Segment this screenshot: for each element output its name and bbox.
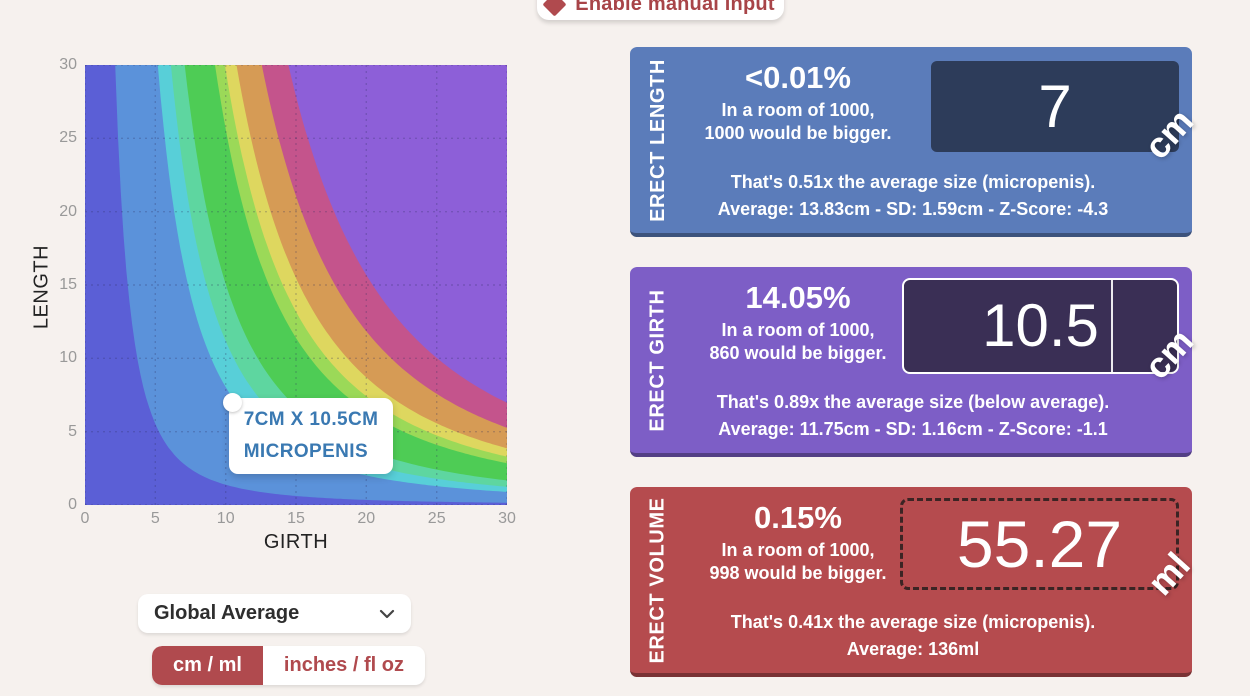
chevron-down-icon <box>379 609 395 618</box>
card-stats: That's 0.51x the average size (micropeni… <box>650 169 1176 223</box>
chart-tooltip: 7CM X 10.5CM MICROPENIS <box>228 398 394 475</box>
stats-line-2: Average: 11.75cm - SD: 1.16cm - Z-Score:… <box>718 419 1108 439</box>
contour-bands <box>85 65 507 505</box>
length-input[interactable]: 7 <box>931 61 1179 152</box>
percentile-block: <0.01% In a room of 1000, 1000 would be … <box>688 60 908 145</box>
enable-manual-input-button[interactable]: Enable manual input <box>537 0 784 20</box>
stats-line-1: That's 0.51x the average size (micropeni… <box>730 172 1096 192</box>
room-line-2: 1000 would be bigger. <box>704 123 892 143</box>
erect-volume-card: ERECT VOLUME 0.15% In a room of 1000, 99… <box>630 487 1198 677</box>
card-stats: That's 0.89x the average size (below ave… <box>650 389 1176 443</box>
room-line-2: 860 would be bigger. <box>709 343 887 363</box>
tooltip-size-text: 7CM X 10.5CM <box>243 409 379 431</box>
girth-value: 10.5 <box>982 292 1099 359</box>
y-tick-label: 20 <box>59 202 77 220</box>
dataset-select[interactable]: Global Average <box>138 594 411 633</box>
y-tick-label: 15 <box>59 276 77 293</box>
room-line-1: In a room of 1000, <box>721 540 875 560</box>
card-stats: That's 0.41x the average size (micropeni… <box>650 609 1176 663</box>
x-tick-label: 15 <box>287 510 305 527</box>
x-tick-label: 20 <box>357 510 376 527</box>
room-line-2: 998 would be bigger. <box>709 563 887 583</box>
percentile-block: 14.05% In a room of 1000, 860 would be b… <box>688 280 908 365</box>
stats-line-2: Average: 136ml <box>846 639 980 659</box>
x-tick-label: 25 <box>427 510 446 527</box>
y-tick-label: 25 <box>59 129 77 147</box>
x-tick-label: 10 <box>216 510 235 527</box>
girth-input[interactable]: 10.5 <box>902 278 1179 374</box>
room-line-1: In a room of 1000, <box>721 320 875 340</box>
x-tick-label: 5 <box>150 510 160 527</box>
volume-readout: 55.27 <box>900 498 1179 590</box>
percentile-value: 14.05% <box>745 280 851 315</box>
enable-manual-input-label: Enable manual input <box>575 0 775 15</box>
unit-toggle: cm / ml inches / fl oz <box>152 646 425 685</box>
room-line-1: In a room of 1000, <box>721 100 875 120</box>
tooltip-category-text: MICROPENIS <box>243 441 369 463</box>
x-tick-label: 0 <box>80 510 90 527</box>
erect-length-card: ERECT LENGTH <0.01% In a room of 1000, 1… <box>630 47 1201 237</box>
percentile-block: 0.15% In a room of 1000, 998 would be bi… <box>688 500 908 585</box>
x-tick-label: 30 <box>498 510 516 527</box>
y-tick-label: 30 <box>59 56 77 73</box>
length-girth-contour-chart[interactable]: 0 5 10 15 20 25 30 0 5 10 15 20 25 30 GIRTH LENGTH 7… <box>31 56 516 553</box>
stats-line-1: That's 0.89x the average size (below ave… <box>716 392 1110 412</box>
y-axis-label: LENGTH <box>30 244 53 330</box>
percentile-value: <0.01% <box>744 60 851 95</box>
diamond-arrow-icon <box>542 0 567 17</box>
y-tick-label: 5 <box>68 422 77 440</box>
stats-line-2: Average: 13.83cm - SD: 1.59cm - Z-Score:… <box>717 199 1109 219</box>
unit-toggle-inches-floz[interactable]: inches / fl oz <box>283 654 404 676</box>
volume-value: 55.27 <box>956 507 1123 581</box>
dataset-select-value: Global Average <box>154 602 300 624</box>
text-caret <box>1111 280 1113 372</box>
y-tick-label: 0 <box>68 496 77 513</box>
unit-toggle-cm-ml[interactable]: cm / ml <box>152 646 263 685</box>
y-tick-label: 10 <box>59 349 77 367</box>
length-value: 7 <box>1038 72 1072 140</box>
x-axis-label: GIRTH <box>263 531 329 553</box>
stats-line-1: That's 0.41x the average size (micropeni… <box>730 612 1096 632</box>
erect-girth-card: ERECT GIRTH 14.05% In a room of 1000, 86… <box>630 267 1201 457</box>
percentile-value: 0.15% <box>754 500 842 535</box>
data-point-marker <box>223 392 243 412</box>
